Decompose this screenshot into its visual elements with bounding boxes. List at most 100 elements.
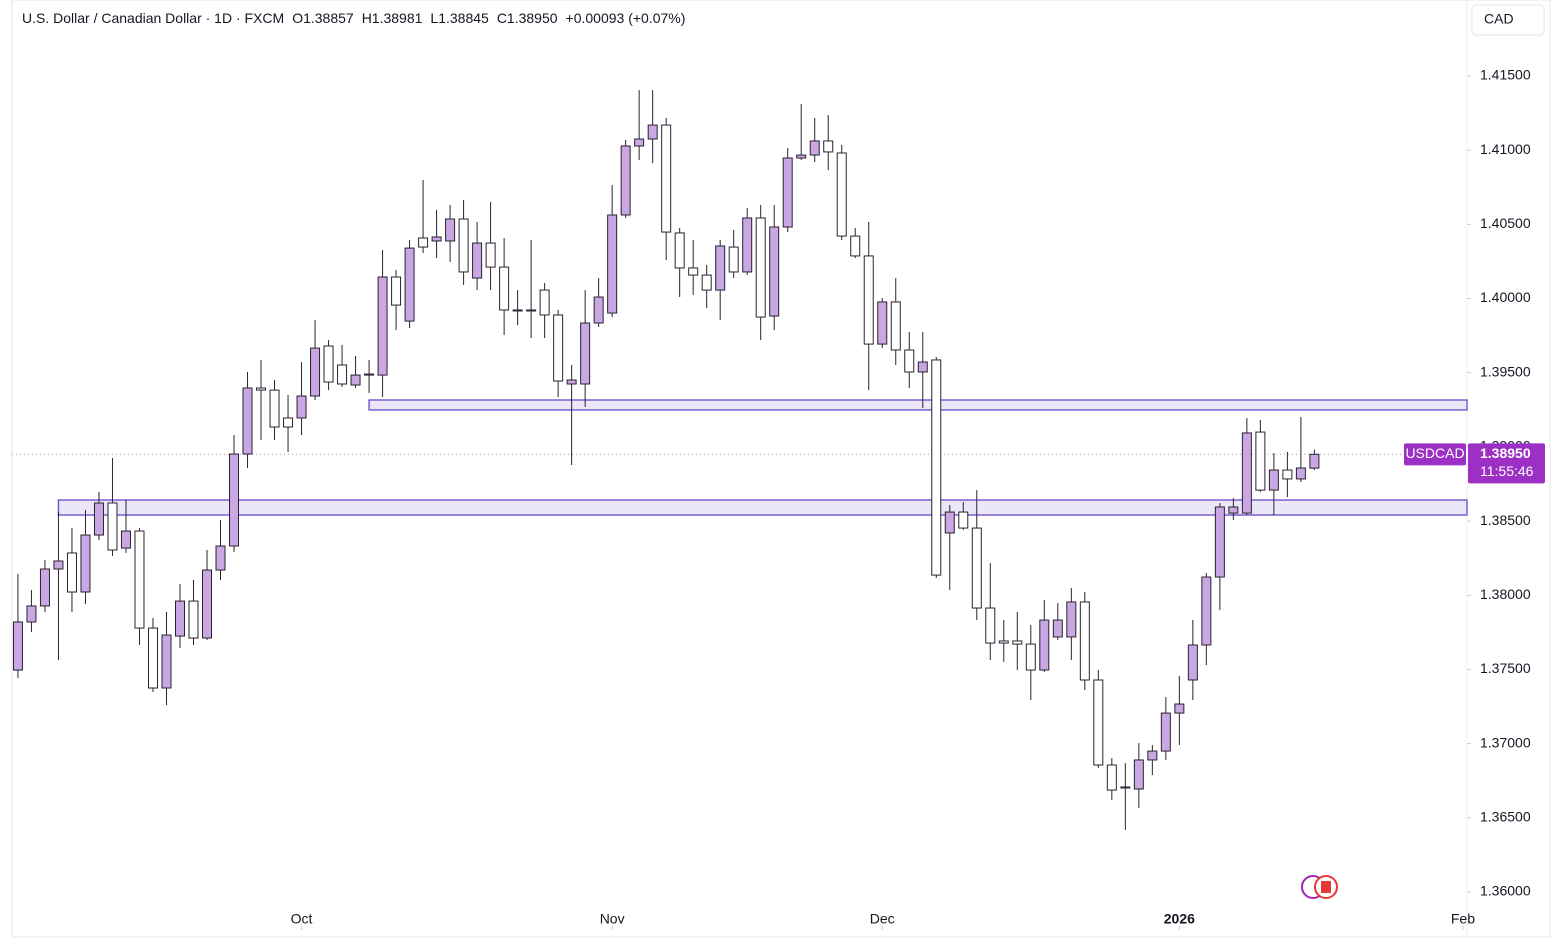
candle-body (26, 605, 37, 623)
candle-body (674, 232, 685, 269)
zone (368, 399, 1468, 411)
plot-area (12, 90, 1468, 830)
candle-body (1160, 712, 1171, 752)
x-tick-label: Oct (291, 911, 313, 927)
candle-body (931, 359, 942, 576)
candle-body (944, 511, 955, 534)
candle-body (823, 140, 834, 153)
currency-label[interactable]: CAD (1484, 11, 1514, 27)
candle-body (1201, 576, 1212, 646)
candle-body (1228, 506, 1239, 514)
candle-body (688, 267, 699, 276)
candle-body (701, 274, 712, 291)
candle-body (1214, 506, 1225, 578)
candle-body (728, 246, 739, 273)
candle-body (998, 640, 1009, 644)
candle-body (39, 568, 50, 607)
symbol: U.S. Dollar / Canadian Dollar · 1D · FXC… (22, 10, 284, 26)
change-label: +0.00093 (+0.07%) (566, 10, 686, 26)
y-tick-label: 1.38500 (1480, 512, 1531, 528)
candle-body (242, 387, 253, 455)
candle-body (850, 235, 861, 257)
candle-body (1268, 469, 1279, 491)
y-tick-label: 1.41500 (1480, 67, 1531, 83)
candle-body (80, 534, 91, 593)
y-tick-label: 1.37000 (1480, 734, 1531, 750)
candle-body (620, 145, 631, 216)
candle-body (161, 634, 172, 689)
y-tick-label: 1.40000 (1480, 289, 1531, 305)
candle-body (53, 560, 64, 570)
candle-body (1309, 453, 1320, 469)
candle-body (1012, 640, 1023, 645)
candle-body (769, 226, 780, 317)
candle-body (377, 276, 388, 376)
candle-body (593, 296, 604, 324)
candle-body (1120, 786, 1131, 789)
candle-body (1025, 643, 1036, 671)
open-label: O1.38857 (292, 10, 354, 26)
candle-body (229, 453, 240, 547)
candle-body (958, 511, 969, 529)
y-tick-label: 1.41000 (1480, 141, 1531, 157)
y-tick-label: 1.36000 (1480, 883, 1531, 899)
candle-body (310, 347, 321, 397)
candle-body (337, 364, 348, 385)
high-label: H1.38981 (362, 10, 423, 26)
candle-body (418, 237, 429, 248)
candle-body (350, 374, 361, 386)
currency-button[interactable] (1471, 4, 1545, 36)
candle-body (1255, 431, 1266, 491)
chart-header: U.S. Dollar / Canadian Dollar · 1D · FXC… (22, 10, 685, 26)
candle-body (1093, 679, 1104, 766)
candle-body (553, 314, 564, 382)
candle-body (539, 289, 550, 316)
chart-frame (11, 0, 1551, 938)
candle-body (12, 621, 23, 671)
candle-body (985, 607, 996, 644)
candle-body (782, 157, 793, 228)
candle-body (404, 247, 415, 322)
candle-body (215, 545, 226, 571)
candle-body (890, 301, 901, 351)
candle-body (93, 502, 104, 536)
close-label: C1.38950 (497, 10, 558, 26)
flag-icon (1301, 875, 1338, 899)
x-tick-label: 2026 (1164, 911, 1195, 927)
candle-body (1066, 601, 1077, 638)
candle-body (809, 140, 820, 156)
candle-body (1052, 619, 1063, 638)
candle-body (634, 138, 645, 147)
candle-body (863, 255, 874, 345)
candle-body (1133, 759, 1144, 790)
price-tag (1468, 443, 1545, 484)
candle-body (512, 309, 523, 312)
candle-body (836, 152, 847, 237)
low-label: L1.38845 (430, 10, 489, 26)
candle-body (607, 214, 618, 314)
candle-body (1187, 644, 1198, 681)
candle-body (458, 218, 469, 273)
candle-body (107, 502, 118, 551)
candle-body (472, 242, 483, 279)
y-tick-label: 1.36500 (1480, 809, 1531, 825)
zone (57, 499, 1468, 516)
candle-body (647, 124, 658, 140)
ticker-tag (1404, 443, 1466, 466)
candle-body (715, 245, 726, 291)
candle-body (283, 417, 294, 428)
candle-body (431, 236, 442, 242)
candle-body (364, 373, 375, 376)
x-tick-label: Nov (600, 911, 625, 927)
candle-body (904, 349, 915, 373)
candle-body (526, 309, 537, 312)
candle-body (147, 627, 158, 689)
x-tick-label: Feb (1451, 911, 1475, 927)
candle-body (269, 389, 280, 428)
candle-body (1079, 601, 1090, 681)
candle-body (445, 218, 456, 242)
candle-body (1147, 750, 1158, 761)
x-tick-label: Dec (870, 911, 895, 927)
candle-body (1282, 469, 1293, 480)
